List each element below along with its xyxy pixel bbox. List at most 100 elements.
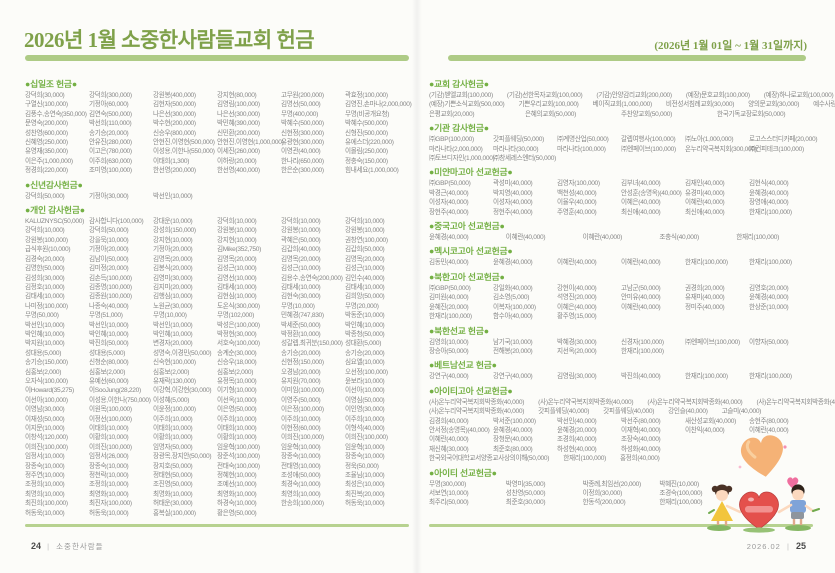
donation-entry: 강원봉(400,000) (153, 92, 196, 99)
donation-entry: 이황희(10,000) (217, 434, 257, 442)
donation-section: ●아이티 선교헌금● 무명(300,000) 박영미(35,000) 박종례,최임선(… (429, 467, 813, 508)
donation-section: ●북한선교 헌금● 김영희(10,000) 남기국(10,000) 박혜경(30,00… (429, 325, 813, 357)
donation-entry: 한재리(100,000) (685, 259, 728, 267)
donation-entry: 이고은(780,000) (89, 148, 132, 156)
donation-entry: 최영화(10,000) (217, 490, 257, 498)
donation-entry: 이주희(10,000) (345, 415, 385, 423)
donation-entry: 한은순(300,000) (281, 167, 324, 175)
donation-entry: 허동욱(10,000) (345, 500, 385, 508)
section-title: ●북한고아 선교헌금● (429, 271, 505, 282)
donation-entry: 김소영(5,000) (493, 294, 530, 302)
donation-entry: 이태희(1,300) (153, 157, 190, 165)
donation-entry: 안현진,이영현(1,000,000) (217, 139, 284, 147)
donation-entry: 김Mike(352,750) (217, 246, 262, 254)
donation-row: 강덕희(50,000) 기정아(30,000) 박선인(10,000) (25, 192, 409, 201)
donation-entry: 강덕희(10,000) (25, 227, 65, 235)
donation-entry: 박인혜(10,000) (153, 330, 193, 338)
donation-entry: 최신애(40,000) (685, 208, 725, 216)
donation-entry: 한재리(100,000) (429, 313, 472, 321)
donation-entry: 박정환(10,000) (281, 330, 321, 338)
donation-entry: 이정희(30,000) (582, 489, 623, 497)
donation-entry: 마라나타(100,000) (557, 145, 606, 153)
donation-row: 임정서(10,000) 임정서(26,000) 장광목,장지안(50,000) 장준석… (25, 452, 409, 461)
donation-entry: 강덕희(10,000) (281, 218, 321, 226)
donation-entry: 김명한(50,000) (25, 265, 65, 273)
boy-figure (777, 484, 820, 527)
donation-entry: (사)온누리약국복지회박종화(40,000) (647, 398, 743, 406)
donation-entry: 양의문교회(30,000) (748, 101, 800, 109)
donation-entry: 김영자(100,000) (557, 180, 600, 188)
section-title: ●아이티 선교헌금● (429, 467, 497, 478)
donation-entry: 정현주(40,000) (493, 208, 533, 216)
section-title: ●북한선교 헌금● (429, 325, 489, 336)
donation-entry: 조성애(50,000) (281, 472, 321, 480)
donation-entry: 김연숙(500,000) (89, 110, 132, 118)
donation-entry: 홍정희(40,000) (620, 455, 660, 463)
donation-entry: 곽효정(100,000) (345, 92, 388, 99)
donation-entry: ㈜GBP(100,000) (429, 136, 474, 144)
donation-entry: 김용수,송연숙(200,000) (281, 274, 343, 282)
donation-entry: 박선인(10,000) (153, 321, 193, 329)
donation-row: 오자식(100,000) 유예선(60,000) 유재락(130,000) 유정목(1… (25, 377, 409, 386)
donation-entry: 이Howard(35,275) (25, 387, 74, 395)
donation-entry: 강연구(40,000) (493, 373, 533, 381)
donation-entry: 심요엘(10,000) (345, 359, 385, 367)
donation-entry: 유지원(70,000) (281, 377, 321, 385)
donation-entry: 김명목(20,000) (345, 255, 385, 263)
donation-row: 박인혜(10,000) 박인혜(10,000) 박인혜(10,000) 박정현(30,… (25, 330, 409, 339)
donation-entry: 한재리(100,000) (749, 373, 792, 381)
donation-entry: 김경숙(20,000) (25, 255, 65, 263)
donation-entry: 이재성(50,000) (25, 415, 65, 423)
donation-entry: 최준호(30,000) (505, 499, 546, 507)
donation-row: 윤혜진(20,000) 이복자(100,000) 이혜은(40,000) 이혜란(40… (429, 303, 813, 312)
donation-entry: 성대환(5,000) (345, 340, 382, 348)
donation-entry: 석영진(20,000) (557, 294, 597, 302)
donation-entry: 신형진(500,000) (345, 129, 388, 137)
donation-entry: ㈜토브디자인(1,000,000) (429, 155, 495, 163)
donation-entry: 박성은(100,000) (217, 321, 260, 329)
section-title: ●십일조 헌금● (25, 79, 77, 89)
donation-entry: 이영관(40,000) (281, 148, 321, 156)
donation-entry: 김영호(20,000) (749, 284, 789, 292)
donation-row: 강원봉(100,000) 강을묵(10,000) 강지현(10,000) 강지현(10… (25, 236, 409, 245)
donation-entry: 송기승(20,000) (281, 349, 321, 357)
donation-entry: 이은주(1,000,000) (25, 157, 73, 165)
donation-entry: 무명(50,000) (25, 312, 59, 320)
donation-entry: 성대용(5,000) (25, 349, 62, 357)
donation-entry: 임정서(26,000) (89, 453, 129, 461)
donation-section: ●미얀마고아 선교헌금● ㈜GBP(50,000) 곽성미(40,000) 김영자(1… (429, 166, 813, 217)
donation-entry: 이선아(100,000) (25, 396, 68, 404)
donation-entry: 오자식(100,000) (25, 377, 68, 385)
donation-row: 이선아(100,000) 이성용,이한나(750,000) 이성혜(5,000) 이선… (25, 396, 409, 405)
page-title: 2026년 1월 소중한사람들교회 헌금 (24, 28, 315, 52)
donation-entry: 유예선(60,000) (89, 377, 129, 385)
donation-entry: 이혜은(40,000) (557, 303, 597, 311)
donation-entry: 변경자(20,000) (153, 340, 193, 348)
donation-entry: 김명목(20,000) (217, 255, 257, 263)
donation-entry: 재신혜(30,000) (429, 445, 469, 453)
donation-entry: 김동민(40,000) (429, 259, 469, 267)
donation-entry: 비전성서침례교회(30,000) (665, 101, 735, 109)
donation-entry: 강지현(10,000) (153, 236, 193, 244)
donation-entry: 로고스스터디카페(20,000) (749, 136, 818, 144)
donation-entry: 이혜란(40,000) (557, 259, 597, 267)
donation-entry: 이혜란(40,000) (621, 259, 661, 267)
section-title: ●중국고아 선교헌금● (429, 221, 505, 232)
donation-entry: 이영남(30,000) (25, 406, 65, 414)
donation-section: ●북한고아 선교헌금● ㈜GBP(50,000) 강일화(40,000) 강현이(40… (429, 271, 813, 322)
donation-entry: 박혜수(500,000) (281, 120, 324, 128)
donation-entry: 허동욱(10,000) (89, 509, 129, 517)
donation-entry: 이선옥(10,000) (217, 396, 257, 404)
donation-entry: (사)온누리약국복지회박종화(40,000) (756, 398, 835, 406)
donation-entry: 강일화(40,000) (493, 284, 533, 292)
donation-row: 김경숙(20,000) 김남이(50,000) 김명목(20,000) 김명목(20,… (25, 255, 409, 264)
donation-entry: 갈렙여행사(100,000) (621, 136, 676, 144)
donation-entry: 임윤혁(100,000) (217, 443, 260, 451)
donation-entry: 김영진,손마나(2,000,000) (345, 101, 412, 109)
donation-entry: 김인수(40,000) (345, 274, 385, 282)
donation-entry: 이인영(30,000) (345, 406, 385, 414)
footer-page-number-right: 25 (795, 541, 806, 551)
footer-left-label: 소중한사람들 (56, 542, 104, 551)
donation-entry: 강덕희(50,000) (89, 227, 129, 235)
donation-entry: 한재리(100,000) (685, 373, 728, 381)
